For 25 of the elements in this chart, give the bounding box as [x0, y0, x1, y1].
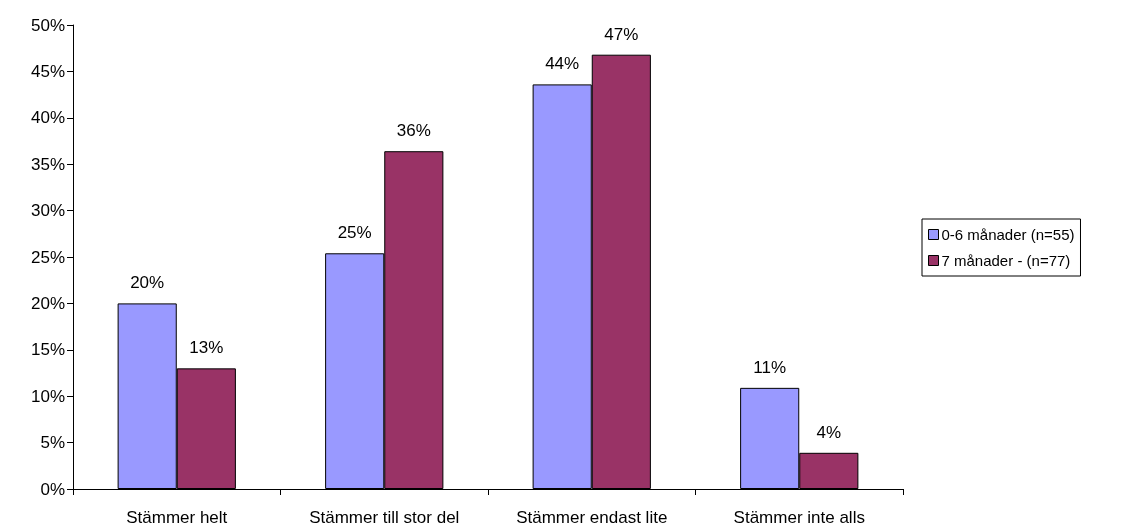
- legend-label: 7 månader - (n=77): [941, 252, 1071, 269]
- data-label: 25%: [337, 223, 372, 243]
- y-tick-label: 25%: [30, 247, 65, 267]
- y-tick-label: 30%: [30, 201, 65, 221]
- x-tick-label: Stämmer endast lite: [516, 508, 668, 527]
- y-tick-label: 45%: [30, 61, 65, 81]
- data-label: 11%: [753, 357, 787, 377]
- data-label: 47%: [604, 24, 639, 44]
- y-tick-label: 35%: [30, 154, 65, 174]
- y-tick-label: 50%: [30, 15, 65, 35]
- y-tick-label: 40%: [30, 108, 65, 128]
- y-tick-label: 0%: [40, 479, 65, 499]
- data-label: 20%: [130, 273, 165, 293]
- data-label: 13%: [189, 338, 224, 358]
- y-tick-label: 10%: [30, 386, 65, 406]
- y-tick-label: 5%: [40, 433, 65, 453]
- x-tick-label: Stämmer inte alls: [733, 508, 865, 527]
- data-label: 36%: [396, 121, 431, 141]
- data-label: 44%: [545, 54, 580, 74]
- x-tick-label: Stämmer till stor del: [309, 508, 460, 527]
- legend-label: 0-6 månader (n=55): [941, 226, 1075, 243]
- x-tick-label: Stämmer helt: [126, 508, 228, 527]
- y-tick-label: 20%: [30, 293, 65, 313]
- y-tick-label: 15%: [30, 340, 65, 360]
- data-label: 4%: [816, 422, 842, 442]
